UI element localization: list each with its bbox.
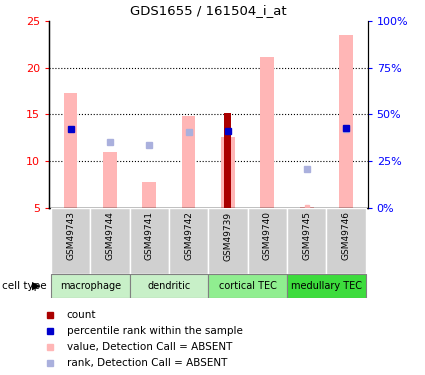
Text: GSM49744: GSM49744 bbox=[105, 211, 114, 260]
Bar bbox=[51, 208, 90, 274]
Bar bbox=[326, 208, 366, 274]
Bar bbox=[103, 152, 117, 208]
Bar bbox=[300, 207, 314, 208]
Text: GSM49746: GSM49746 bbox=[341, 211, 351, 260]
Bar bbox=[261, 57, 274, 208]
Text: GSM49740: GSM49740 bbox=[263, 211, 272, 260]
Text: ▶: ▶ bbox=[32, 281, 40, 291]
Text: count: count bbox=[67, 310, 96, 320]
Text: medullary TEC: medullary TEC bbox=[291, 281, 362, 291]
Text: GSM49739: GSM49739 bbox=[224, 211, 232, 261]
Text: dendritic: dendritic bbox=[147, 281, 190, 291]
Text: percentile rank within the sample: percentile rank within the sample bbox=[67, 326, 243, 336]
Text: GSM49745: GSM49745 bbox=[302, 211, 311, 260]
Bar bbox=[221, 137, 235, 208]
Text: macrophage: macrophage bbox=[60, 281, 121, 291]
Bar bbox=[339, 35, 353, 208]
Bar bbox=[169, 208, 208, 274]
Bar bbox=[90, 208, 130, 274]
Text: rank, Detection Call = ABSENT: rank, Detection Call = ABSENT bbox=[67, 358, 227, 368]
Bar bbox=[51, 274, 130, 298]
Bar bbox=[208, 274, 287, 298]
Bar bbox=[181, 116, 196, 208]
Bar bbox=[248, 208, 287, 274]
Text: GSM49743: GSM49743 bbox=[66, 211, 75, 260]
Text: cortical TEC: cortical TEC bbox=[219, 281, 277, 291]
Bar bbox=[142, 182, 156, 208]
Bar bbox=[130, 208, 169, 274]
Bar bbox=[287, 208, 326, 274]
Bar bbox=[224, 112, 232, 208]
Bar bbox=[208, 208, 248, 274]
Bar bbox=[130, 274, 208, 298]
Text: value, Detection Call = ABSENT: value, Detection Call = ABSENT bbox=[67, 342, 232, 352]
Bar bbox=[287, 274, 366, 298]
Text: cell type: cell type bbox=[2, 281, 47, 291]
Title: GDS1655 / 161504_i_at: GDS1655 / 161504_i_at bbox=[130, 4, 286, 16]
Text: GSM49742: GSM49742 bbox=[184, 211, 193, 260]
Text: GSM49741: GSM49741 bbox=[145, 211, 154, 260]
Bar bbox=[64, 93, 77, 208]
